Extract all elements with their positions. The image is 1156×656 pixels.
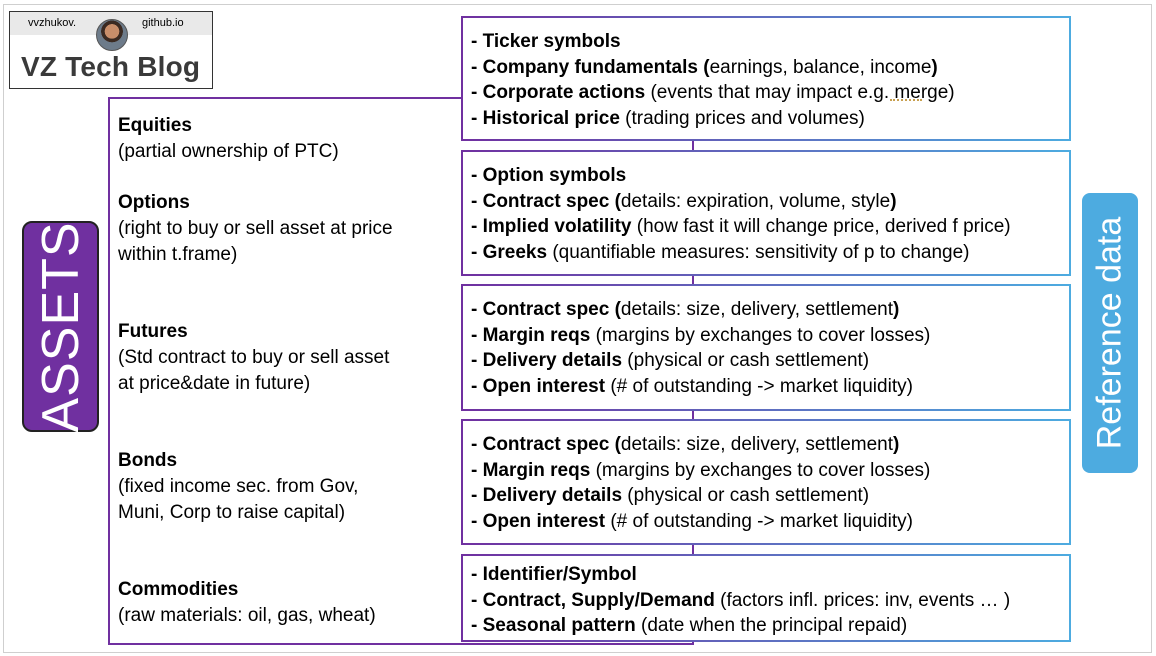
- asset-name: Futures: [118, 321, 188, 342]
- asset-name: Equities: [118, 115, 192, 136]
- asset-description: Muni, Corp to raise capital): [118, 502, 346, 523]
- assets-label-box: ASSETS: [22, 221, 99, 432]
- detail-line: - Delivery details (physical or cash set…: [471, 350, 870, 372]
- details-commodities: - Identifier/Symbol - Contract, Supply/D…: [461, 554, 1071, 642]
- reference-data-label-box: Reference data: [1082, 193, 1138, 473]
- detail-line: - Contract spec (details: size, delivery…: [471, 299, 900, 320]
- details-bonds: - Contract spec (details: size, delivery…: [461, 419, 1071, 545]
- logo-handle: vvzhukov.: [28, 17, 77, 29]
- asset-description: (raw materials: oil, gas, wheat): [118, 605, 376, 626]
- detail-line: - Delivery details (physical or cash set…: [471, 485, 870, 507]
- asset-description: (Std contract to buy or sell asset: [118, 347, 390, 368]
- details-options: - Option symbols - Contract spec (detail…: [461, 150, 1071, 276]
- asset-name: Commodities: [118, 579, 239, 600]
- asset-commodities: Commodities (raw materials: oil, gas, wh…: [118, 577, 376, 629]
- asset-bonds: Bonds (fixed income sec. from Gov, Muni,…: [118, 448, 358, 526]
- logo-domain: github.io: [142, 17, 184, 29]
- detail-line: - Contract, Supply/Demand (factors infl.…: [471, 589, 1011, 611]
- asset-futures: Futures (Std contract to buy or sell ass…: [118, 319, 389, 397]
- detail-line: - Historical price (trading prices and v…: [471, 108, 865, 130]
- asset-name: Options: [118, 192, 190, 213]
- detail-line: - Option symbols: [471, 165, 627, 186]
- details-equities: - Ticker symbols - Company fundamentals …: [461, 16, 1071, 141]
- detail-line: - Seasonal pattern (date when the princi…: [471, 615, 908, 637]
- assets-label: ASSETS: [31, 220, 90, 433]
- asset-name: Bonds: [118, 450, 178, 471]
- detail-line: - Margin reqs (margins by exchanges to c…: [471, 324, 931, 346]
- detail-line: - Implied volatility (how fast it will c…: [471, 216, 1011, 238]
- detail-line: - Identifier/Symbol: [471, 564, 637, 585]
- detail-line: - Company fundamentals (earnings, balanc…: [471, 56, 938, 78]
- asset-description: (fixed income sec. from Gov,: [118, 476, 359, 497]
- detail-line: - Open interest (# of outstanding -> mar…: [471, 511, 913, 533]
- asset-description: (right to buy or sell asset at price: [118, 218, 393, 239]
- asset-equities: Equities (partial ownership of PTC): [118, 113, 339, 165]
- detail-line: - Contract spec (details: expiration, vo…: [471, 190, 897, 212]
- details-futures: - Contract spec (details: size, delivery…: [461, 284, 1071, 411]
- asset-description: at price&date in future): [118, 373, 311, 394]
- detail-line: - Corporate actions (events that may imp…: [471, 82, 955, 104]
- blog-logo[interactable]: vvzhukov. github.io VZ Tech Blog: [9, 11, 213, 89]
- detail-line: - Ticker symbols: [471, 31, 621, 52]
- detail-line: - Margin reqs (margins by exchanges to c…: [471, 459, 931, 481]
- detail-line: - Greeks (quantifiable measures: sensiti…: [471, 242, 970, 264]
- logo-title: VZ Tech Blog: [21, 51, 201, 82]
- detail-line: - Contract spec (details: size, delivery…: [471, 434, 900, 455]
- asset-description: within t.frame): [118, 244, 238, 265]
- asset-options: Options (right to buy or sell asset at p…: [118, 190, 393, 268]
- author-avatar: [96, 19, 128, 51]
- slide-frame: [3, 4, 1152, 653]
- spellcheck-underline: [890, 99, 922, 101]
- asset-description: (partial ownership of PTC): [118, 141, 339, 162]
- reference-data-label: Reference data: [1090, 216, 1129, 450]
- detail-line: - Open interest (# of outstanding -> mar…: [471, 376, 913, 398]
- assets-bracket: [108, 97, 694, 645]
